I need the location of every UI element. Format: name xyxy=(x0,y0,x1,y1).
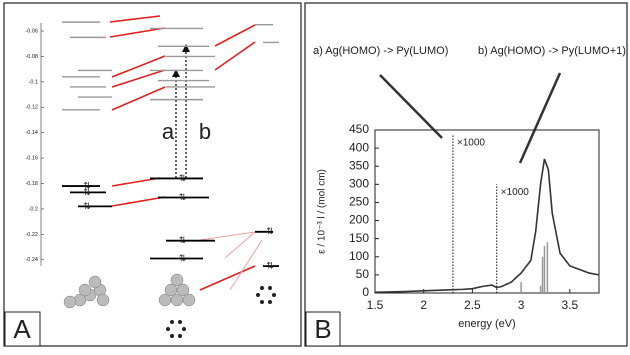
callout-line xyxy=(520,73,560,163)
y-tick-label: -0.12 xyxy=(25,105,38,111)
y-tick-label: 300 xyxy=(349,177,369,191)
y-tick-label: -0.16 xyxy=(25,156,38,162)
spin-arrows: ⇅ xyxy=(83,187,91,197)
callout-line xyxy=(380,75,442,138)
spectrum-line xyxy=(375,159,599,292)
y-tick-label: 350 xyxy=(349,158,369,172)
transition-label: ×1000 xyxy=(501,187,530,198)
y-tick-label: 150 xyxy=(349,231,369,245)
panel-label: A xyxy=(13,314,31,344)
spin-arrows: ⇅ xyxy=(179,235,187,245)
y-tick-label: -0.2 xyxy=(29,206,38,212)
x-axis-label: energy (eV) xyxy=(458,318,515,330)
spin-arrows: ⇅ xyxy=(179,173,187,183)
annotation: b) Ag(HOMO) -> Py(LUMO+1) xyxy=(478,45,626,57)
page: {"chart_data": [ {"type": "levels", "pan… xyxy=(0,0,630,350)
y-tick-label: -0.1 xyxy=(29,79,38,85)
y-axis-label: ε / 10⁻³ l / (mol cm) xyxy=(317,169,328,254)
y-tick-label: -0.18 xyxy=(25,181,38,187)
arrow-head xyxy=(182,44,190,52)
annotation: a xyxy=(162,119,175,144)
y-tick-label: -0.08 xyxy=(25,54,38,60)
spin-arrows: ⇅ xyxy=(179,253,187,263)
transition-arrows xyxy=(176,50,186,178)
figure: A B a b a) Ag(HOMO) -> Py(LUMO) b) Ag(HO… xyxy=(0,0,630,350)
clip-group: b) Ag(HOMO) -> Py(LUMO+1) xyxy=(478,45,626,57)
y-tick-label: 250 xyxy=(349,195,369,209)
spin-arrows: ⇅ xyxy=(179,192,187,202)
y-tick-label: 100 xyxy=(349,249,369,263)
spin-arrows: ⇅ xyxy=(266,260,274,270)
spin-arrows: ⇅ xyxy=(83,201,91,211)
y-tick-label: -0.24 xyxy=(25,257,38,263)
y-tick-label: 450 xyxy=(349,122,369,136)
y-tick-label: 200 xyxy=(349,213,369,227)
y-tick-label: 50 xyxy=(356,267,370,281)
x-tick-label: 2 xyxy=(420,298,427,312)
y-tick-label: 0 xyxy=(362,285,369,299)
x-tick-label: 2.5 xyxy=(464,298,481,312)
annotation: a) Ag(HOMO) -> Py(LUMO) xyxy=(313,45,448,57)
x-tick-label: 3 xyxy=(518,298,525,312)
x-tick-label: 3.5 xyxy=(561,298,578,312)
x-tick-label: 1.5 xyxy=(367,298,384,312)
panel-label: B xyxy=(314,314,331,344)
y-tick-label: -0.22 xyxy=(25,232,38,238)
y-tick-label: -0.14 xyxy=(25,130,38,136)
annotation: b xyxy=(199,119,211,144)
cluster-sketch xyxy=(64,274,195,308)
spin-arrows: ⇅ xyxy=(266,226,274,236)
y-tick-label: -0.06 xyxy=(25,28,38,34)
y-tick-label: 400 xyxy=(349,140,369,154)
transition-label: ×1000 xyxy=(457,137,486,148)
plot-frame xyxy=(375,130,599,293)
